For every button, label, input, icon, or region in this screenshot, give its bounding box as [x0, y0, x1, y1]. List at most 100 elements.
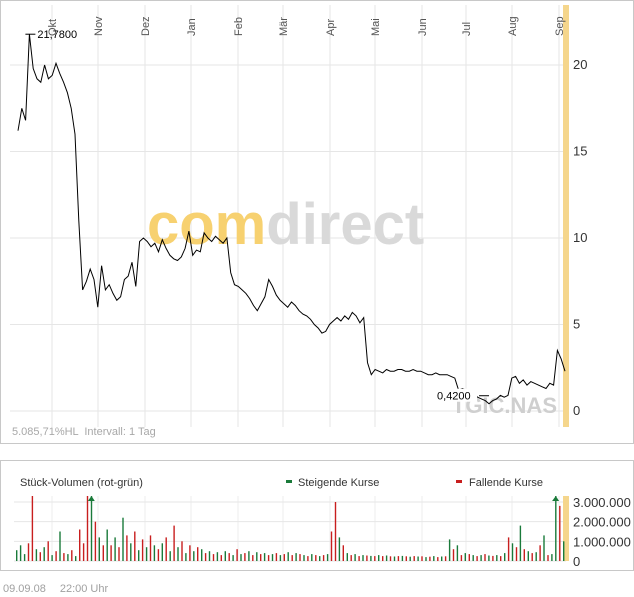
- volume-bar: [228, 553, 230, 561]
- volume-bar: [448, 539, 451, 561]
- month-label: Mai: [370, 18, 382, 36]
- price-y-tick: 20: [573, 57, 587, 72]
- month-label: Apr: [325, 19, 337, 36]
- volume-bar: [63, 553, 65, 561]
- volume-bar: [358, 556, 360, 561]
- month-label: Dez: [140, 16, 152, 36]
- volume-bar: [260, 554, 262, 561]
- volume-bar: [421, 556, 423, 561]
- volume-bar: [161, 543, 163, 561]
- volume-bar: [472, 555, 474, 561]
- volume-bar: [507, 537, 510, 561]
- volume-bar: [94, 521, 97, 561]
- volume-bar: [370, 555, 372, 561]
- volume-bar: [165, 537, 167, 561]
- volume-bars: [16, 496, 565, 561]
- volume-bar: [385, 555, 388, 561]
- volume-bar: [492, 555, 494, 561]
- volume-bar: [409, 556, 411, 561]
- volume-bar: [444, 556, 447, 561]
- volume-bar: [145, 547, 148, 561]
- volume-bar: [389, 556, 392, 561]
- comdirect-logo: comdirect: [147, 192, 424, 257]
- volume-bar: [275, 553, 278, 561]
- volume-bar: [519, 525, 522, 561]
- volume-bar: [504, 553, 506, 561]
- volume-bar: [71, 550, 73, 561]
- volume-bar: [287, 552, 289, 561]
- volume-bar: [433, 556, 435, 561]
- volume-bar: [193, 551, 195, 561]
- volume-bar: [468, 554, 470, 561]
- volume-grid: [14, 496, 566, 562]
- volume-bar: [220, 555, 222, 561]
- highlight-band: [563, 5, 569, 427]
- volume-bar: [330, 531, 333, 561]
- volume-title: Stück-Volumen (rot-grün): [20, 477, 143, 489]
- volume-bar: [374, 556, 376, 561]
- volume-bar: [252, 555, 254, 561]
- volume-bar: [153, 545, 156, 561]
- volume-bar: [138, 550, 140, 561]
- overflow-arrow: [87, 496, 95, 501]
- volume-bar: [322, 555, 325, 561]
- volume-bar: [338, 537, 341, 561]
- volume-bar: [397, 556, 400, 561]
- volume-bar: [547, 555, 549, 561]
- volume-bar: [437, 557, 439, 561]
- volume-bar: [19, 545, 22, 561]
- volume-y-tick: 3.000.000: [573, 495, 631, 510]
- volume-bar: [539, 545, 541, 561]
- volume-bar: [279, 555, 282, 561]
- volume-bar: [212, 554, 215, 561]
- volume-bar: [173, 525, 175, 561]
- month-label: Sep: [554, 16, 566, 36]
- volume-bar: [326, 554, 329, 561]
- volume-bar: [346, 553, 348, 561]
- volume-bar: [523, 549, 525, 561]
- volume-bar: [378, 555, 380, 561]
- volume-bar: [271, 554, 274, 561]
- volume-bar: [79, 529, 81, 561]
- price-y-ticks: 20 15 10 5 0: [573, 57, 587, 418]
- volume-bar: [515, 547, 518, 561]
- volume-bar: [295, 553, 297, 561]
- min-label-bg: [435, 388, 478, 402]
- price-y-tick: 10: [573, 230, 587, 245]
- price-chart-frame: [0, 0, 634, 444]
- volume-bar: [382, 556, 384, 561]
- legend-falling-swatch: [456, 480, 462, 483]
- volume-bar: [189, 545, 191, 561]
- volume-bar: [464, 553, 466, 561]
- volume-bar: [59, 531, 61, 561]
- volume-bar: [216, 552, 219, 561]
- volume-bar: [43, 547, 45, 561]
- volume-bar: [441, 556, 443, 561]
- volume-bar: [563, 541, 565, 561]
- volume-bar: [232, 555, 234, 561]
- volume-bar: [342, 545, 344, 561]
- volume-bar: [185, 553, 187, 561]
- volume-bar: [413, 556, 415, 561]
- month-label: Okt: [47, 19, 59, 36]
- volume-bar: [263, 553, 266, 561]
- min-label: 0,4200: [437, 391, 471, 403]
- volume-bar: [393, 556, 396, 561]
- volume-bar: [535, 552, 537, 561]
- volume-bar: [35, 549, 38, 561]
- volume-highlight-band: [563, 496, 569, 561]
- volume-bar: [456, 545, 459, 561]
- volume-bar: [141, 539, 144, 561]
- volume-bar: [334, 502, 337, 561]
- volume-bar: [126, 535, 128, 561]
- volume-bar: [157, 549, 160, 561]
- volume-bar: [130, 543, 132, 561]
- price-y-tick: 5: [573, 317, 580, 332]
- month-label: Aug: [507, 16, 519, 36]
- volume-bar: [201, 549, 203, 561]
- volume-bar: [169, 551, 171, 561]
- footer-date: 09.09.08: [3, 583, 46, 595]
- volume-bar: [366, 555, 368, 561]
- month-label: Mär: [278, 17, 290, 36]
- volume-bar: [149, 535, 152, 561]
